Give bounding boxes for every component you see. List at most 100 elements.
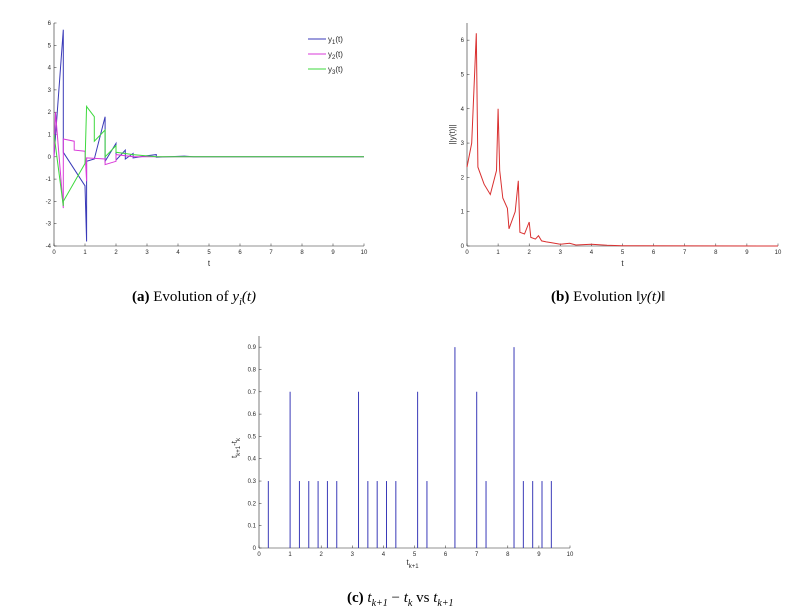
x-tick-label: 1 (496, 250, 500, 256)
y-tick-label: 0.3 (248, 479, 257, 485)
y-tick-label: 0.7 (248, 390, 257, 396)
y-tick-label: 3 (48, 88, 52, 94)
x-tick-label: 1 (83, 250, 87, 256)
y-tick-label: 0.2 (248, 501, 257, 507)
caption-a-tag: (a) (132, 289, 150, 305)
y-axis-label-asub: k+1 (236, 445, 242, 456)
caption-b-text: Evolution (573, 289, 633, 305)
x-tick-label: 0 (257, 552, 261, 558)
y-tick-label: 2 (461, 175, 465, 181)
x-tick-label: 7 (683, 250, 687, 256)
y-tick-label: -4 (46, 244, 52, 250)
y-tick-label: 2 (48, 110, 52, 116)
caption-b-math: ‖y(t)‖ (636, 289, 666, 305)
x-tick-label: 5 (621, 250, 625, 256)
x-tick-label: 2 (114, 250, 118, 256)
legend-label-tail: (t) (335, 50, 343, 59)
y-tick-label: 3 (461, 141, 465, 147)
x-tick-label: 6 (444, 552, 448, 558)
y-tick-label: 5 (461, 72, 465, 78)
caption-c-t3: t (433, 590, 438, 606)
x-tick-label: 7 (475, 552, 479, 558)
x-tick-label: 7 (269, 250, 273, 256)
x-axis-label-sub: k+1 (409, 564, 420, 570)
y-axis-label-bsub: k (236, 437, 242, 441)
caption-a-math: y (232, 289, 240, 305)
y-tick-label: 5 (48, 43, 52, 49)
legend-entry-2: y2(t) (328, 50, 343, 61)
y-tick-label: 0.8 (248, 367, 257, 373)
y-tick-label: 0.4 (248, 457, 257, 463)
legend-label-sub: 3 (332, 70, 336, 76)
x-tick-label: 10 (361, 250, 368, 256)
plot-a-evolution-of-yi: 0 1 2 3 4 5 6 7 8 9 10-4-3-2-10123456ty1(t)y2(t)y3… (46, 21, 368, 268)
y-tick-label: 6 (461, 38, 465, 44)
plot-b-evolution-of-norm: 0 1 2 3 4 5 6 7 8 9 10 0 1 2 3 4 5 6 t ||y(t)|| (448, 23, 782, 268)
y-tick-label: 6 (48, 21, 52, 27)
y-tick-label: 0.5 (248, 434, 257, 440)
y-tick-label: -1 (46, 177, 52, 183)
x-tick-label: 9 (745, 250, 749, 256)
series-line-3 (53, 105, 364, 206)
caption-a-sub: i (239, 297, 242, 308)
caption-c-minus: − (387, 590, 404, 606)
y-axis-label: ||y(t)|| (448, 125, 457, 145)
x-axis-label-main: t (407, 558, 410, 567)
y-tick-label: 1 (461, 210, 465, 216)
x-tick-label: 3 (145, 250, 149, 256)
caption-a-arg: (t) (241, 289, 257, 305)
y-axis-label: tk+1-tk (230, 437, 242, 458)
series-line-1 (466, 33, 779, 247)
legend-label-main: y (328, 50, 332, 59)
series-line-1 (53, 29, 364, 242)
y-tick-label: 0.9 (248, 345, 257, 351)
caption-c-t2: t (403, 590, 408, 606)
x-axis-label: tk+1 (407, 558, 420, 570)
y-tick-label: -2 (46, 199, 52, 205)
legend-entry-1: y1(t) (328, 35, 343, 46)
x-tick-label: 10 (567, 552, 574, 558)
caption-c-t1: t (367, 590, 372, 606)
x-tick-label: 2 (528, 250, 532, 256)
x-tick-label: 5 (413, 552, 417, 558)
y-tick-label: -3 (46, 222, 52, 228)
caption-b: (b) Evolution ‖y(t)‖ (551, 289, 665, 306)
caption-c-vs: vs (412, 590, 434, 606)
caption-a-text: Evolution of (153, 289, 229, 305)
x-axis-label: t (621, 259, 624, 268)
y-tick-label: 0 (253, 546, 257, 552)
x-tick-label: 6 (652, 250, 656, 256)
caption-c-sub2: k (407, 598, 413, 609)
x-tick-label: 2 (320, 552, 324, 558)
y-axis-label-dash: -t (230, 440, 239, 446)
legend-label-tail: (t) (335, 35, 343, 44)
x-tick-label: 8 (300, 250, 304, 256)
legend-label-main: y (328, 65, 332, 74)
legend-label-sub: 1 (332, 40, 336, 46)
y-tick-label: 0.1 (248, 524, 257, 530)
y-axis-label-a: t (230, 455, 239, 458)
x-tick-label: 3 (559, 250, 563, 256)
x-tick-label: 8 (506, 552, 510, 558)
y-tick-label: 0 (48, 155, 52, 161)
x-tick-label: 0 (465, 250, 469, 256)
legend-label-tail: (t) (335, 65, 343, 74)
caption-c: (c) tk+1 − tk vs tk+1 (347, 590, 454, 609)
x-tick-label: 9 (537, 552, 541, 558)
y-tick-label: 4 (48, 66, 52, 72)
x-tick-label: 5 (207, 250, 211, 256)
plot-c-interevent-times: 0 1 2 3 4 5 6 7 8 9 10 0 0.1 0.2 0.3 0.4 0.5 0.6 0.7 0.8 0.9… (230, 336, 574, 570)
x-tick-label: 6 (238, 250, 242, 256)
series-line-2 (53, 112, 364, 209)
caption-c-sub1: k+1 (371, 598, 388, 609)
x-tick-label: 0 (52, 250, 56, 256)
caption-b-tag: (b) (551, 289, 570, 305)
x-tick-label: 4 (590, 250, 594, 256)
caption-c-tag: (c) (347, 590, 364, 606)
caption-a: (a) Evolution of yi(t) (132, 289, 256, 308)
x-tick-label: 4 (382, 552, 386, 558)
x-tick-label: 9 (331, 250, 335, 256)
y-tick-label: 0 (461, 244, 465, 250)
legend-label-main: y (328, 35, 332, 44)
x-tick-label: 8 (714, 250, 718, 256)
